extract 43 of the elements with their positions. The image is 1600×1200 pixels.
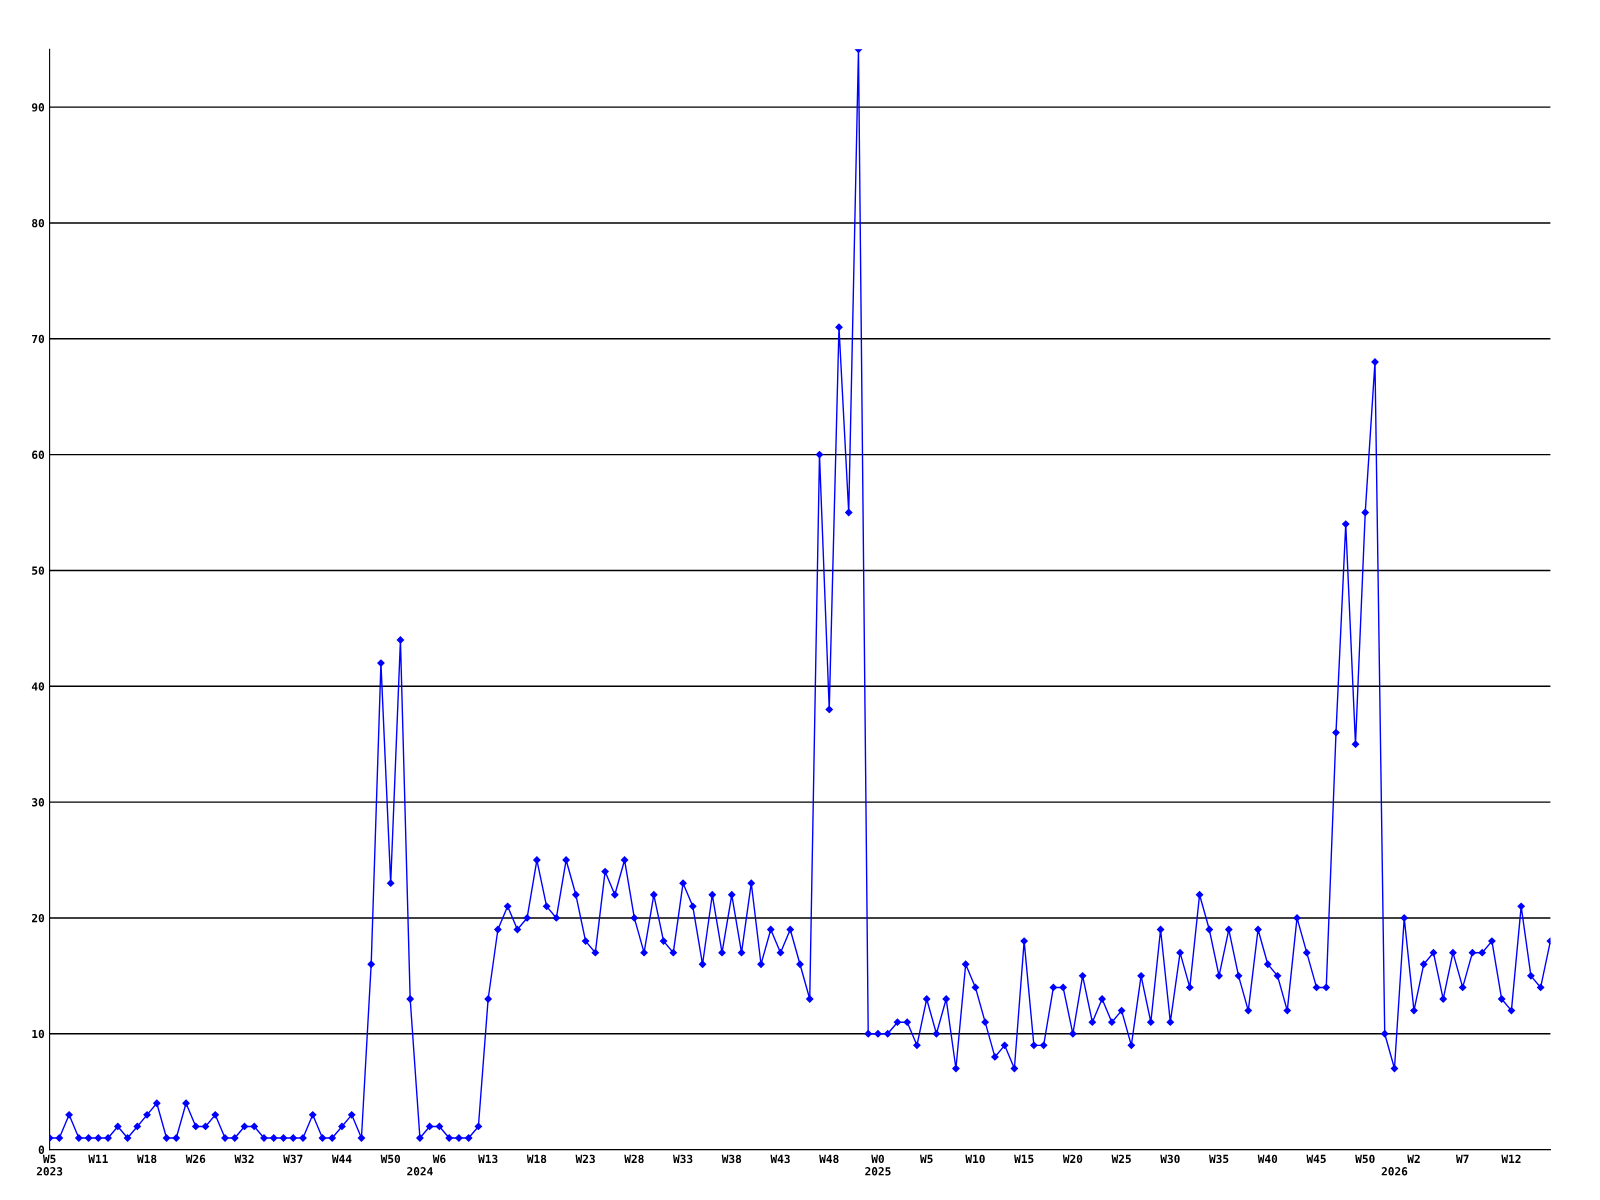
y-tick-label: 70	[32, 334, 45, 344]
x-tick-label: W6	[432, 1154, 446, 1164]
x-tick-label: W43	[770, 1154, 790, 1164]
y-tick-label: 30	[32, 798, 45, 807]
x-tick-label: W25	[1111, 1154, 1131, 1164]
x-tick-label: W0 2025	[865, 1154, 891, 1176]
x-tick-label: W20	[1062, 1154, 1083, 1164]
x-tick-label: W37	[283, 1154, 303, 1164]
x-tick-label: W5	[920, 1154, 933, 1164]
x-tick-label: W18	[137, 1154, 157, 1164]
x-tick-label: W38	[721, 1154, 742, 1164]
y-tick-label: 10	[32, 1029, 45, 1039]
x-tick-label: 2026	[1381, 1167, 1408, 1176]
x-tick-label: W50	[380, 1154, 401, 1164]
y-tick-label: 40	[31, 682, 45, 691]
y-tick-label: 50	[32, 566, 45, 575]
x-tick-label: W35	[1209, 1154, 1229, 1164]
x-tick-label: 2024	[407, 1167, 433, 1176]
x-tick-label: W32	[234, 1154, 254, 1164]
x-tick-label: W7	[1456, 1154, 1469, 1163]
x-tick-label: W48	[819, 1154, 839, 1164]
x-tick-label: W30	[1160, 1154, 1180, 1164]
y-tick-label: 0	[38, 1145, 45, 1154]
x-tick-label: W23	[575, 1154, 595, 1164]
x-tick-label: W33	[673, 1154, 693, 1164]
x-tick-label: W2	[1407, 1154, 1420, 1163]
x-tick-label: W11	[88, 1154, 108, 1163]
x-tick-label: W5 2023	[36, 1154, 63, 1176]
x-tick-label: W18	[526, 1154, 547, 1164]
x-tick-label: W15	[1014, 1154, 1034, 1164]
x-tick-label: W13	[478, 1154, 498, 1164]
x-tick-label: W40	[1257, 1154, 1278, 1164]
x-tick-label: W44	[331, 1154, 352, 1163]
x-tick-label: W12	[1501, 1154, 1521, 1163]
x-tick-label: W26	[185, 1154, 206, 1164]
y-tick-label: 60	[32, 450, 45, 459]
y-tick-label: 80	[32, 218, 45, 228]
y-tick-label: 90	[31, 103, 45, 112]
y-tick-label: 20	[31, 913, 45, 923]
x-tick-label: W45	[1306, 1154, 1326, 1164]
x-tick-label: W50	[1355, 1154, 1375, 1164]
x-tick-label: W10	[965, 1154, 985, 1164]
x-tick-label: W28	[624, 1154, 644, 1164]
